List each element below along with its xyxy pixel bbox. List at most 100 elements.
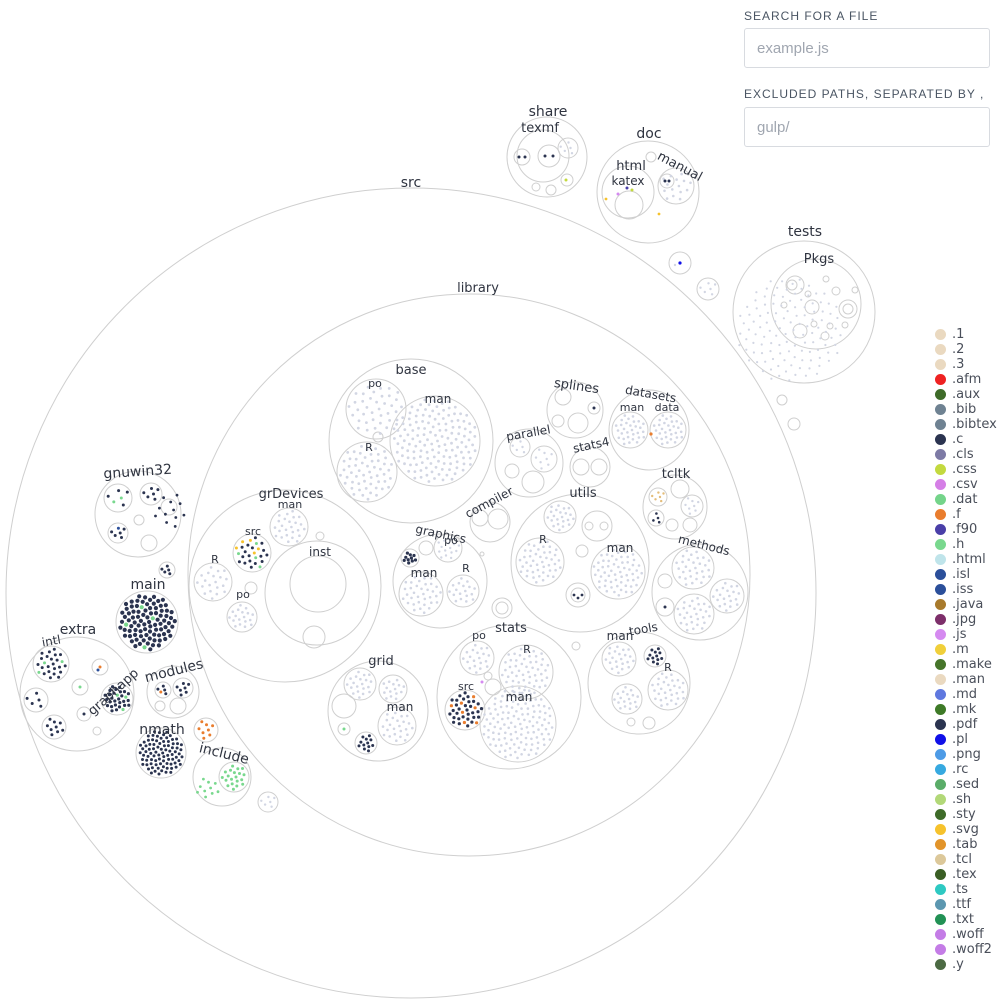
folder-circle-doc[interactable] (596, 140, 700, 244)
folder-circle-library[interactable] (187, 293, 751, 857)
folder-circle[interactable] (530, 445, 558, 473)
folder-circle[interactable] (551, 414, 565, 428)
folder-circle[interactable] (810, 320, 818, 328)
folder-circle[interactable] (841, 321, 849, 329)
folder-circle-graphics[interactable] (392, 533, 488, 629)
folder-circle[interactable] (100, 682, 134, 716)
folder-circle[interactable] (76, 706, 92, 722)
folder-circle[interactable] (23, 687, 49, 713)
folder-circle[interactable] (804, 290, 812, 298)
folder-circle[interactable] (645, 151, 657, 163)
folder-circle-gnuwin32[interactable] (94, 470, 182, 558)
folder-circle[interactable] (792, 323, 808, 339)
folder-circle[interactable] (495, 601, 509, 615)
folder-circle[interactable] (575, 544, 589, 558)
search-input[interactable] (744, 28, 990, 68)
folder-circle[interactable] (509, 436, 531, 458)
folder-circle[interactable] (804, 299, 820, 315)
folder-circle[interactable] (665, 518, 679, 532)
folder-circle[interactable] (513, 148, 531, 166)
folder-circle[interactable] (446, 574, 480, 608)
folder-circle[interactable] (587, 401, 601, 415)
folder-circle[interactable] (487, 508, 509, 530)
folder-circle[interactable] (154, 700, 166, 712)
folder-circle[interactable] (696, 277, 720, 301)
folder-circle-base[interactable] (328, 358, 494, 524)
folder-circle[interactable] (302, 625, 326, 649)
folder-circle[interactable] (158, 561, 176, 579)
folder-circle[interactable] (570, 587, 586, 603)
folder-circles[interactable] (5, 116, 876, 999)
folder-circle[interactable] (581, 510, 613, 542)
folder-circle[interactable] (337, 722, 351, 736)
folder-circle-include[interactable] (192, 747, 252, 807)
folder-circle[interactable] (560, 173, 574, 187)
folder-circle[interactable] (139, 482, 163, 506)
folder-circle[interactable] (822, 275, 830, 283)
folder-circle-extra[interactable] (19, 636, 135, 752)
folder-circle[interactable] (545, 184, 557, 196)
folder-circle[interactable] (537, 144, 561, 168)
folder-circle[interactable] (433, 533, 463, 563)
folder-circle[interactable] (614, 190, 644, 220)
folder-circle[interactable] (601, 165, 655, 219)
folder-circle-main[interactable] (115, 590, 179, 654)
folder-circle[interactable] (244, 581, 258, 595)
folder-circle[interactable] (345, 378, 407, 440)
folder-circle[interactable] (377, 706, 417, 746)
folder-circle[interactable] (569, 446, 611, 488)
folder-circle[interactable] (657, 573, 673, 589)
folder-circle[interactable] (91, 658, 109, 676)
folder-circle[interactable] (668, 251, 692, 275)
folder-circle[interactable] (269, 507, 309, 547)
folder-circle[interactable] (491, 597, 513, 619)
folder-circle[interactable] (71, 678, 89, 696)
folder-circle[interactable] (648, 487, 668, 507)
folder-circle[interactable] (504, 463, 520, 479)
folder-circle[interactable] (557, 137, 579, 159)
folder-circle[interactable] (642, 716, 656, 730)
folder-circle[interactable] (709, 578, 745, 614)
folder-circle[interactable] (682, 517, 698, 533)
folder-circle[interactable] (32, 645, 70, 683)
folder-circle[interactable] (418, 540, 434, 556)
exclude-input[interactable] (744, 107, 990, 147)
folder-circle[interactable] (842, 303, 854, 315)
folder-circle[interactable] (643, 644, 667, 668)
folder-circle[interactable] (584, 521, 594, 531)
folder-circle[interactable] (567, 412, 589, 434)
folder-circle[interactable] (601, 641, 637, 677)
folder-circle[interactable] (444, 689, 486, 731)
folder-circle-share[interactable] (506, 116, 588, 198)
folder-circle[interactable] (264, 540, 370, 646)
folder-circle[interactable] (820, 331, 830, 341)
folder-circle[interactable] (851, 286, 859, 294)
folder-circle[interactable] (626, 717, 636, 727)
folder-circle[interactable] (531, 182, 541, 192)
folder-circle[interactable] (226, 601, 258, 633)
folder-circle[interactable] (315, 531, 325, 541)
folder-circle[interactable] (154, 681, 172, 699)
folder-circle[interactable] (571, 641, 581, 651)
folder-circle[interactable] (599, 521, 609, 531)
folder-circle[interactable] (546, 381, 604, 439)
folder-circle[interactable] (498, 644, 554, 700)
folder-circle[interactable] (103, 483, 133, 513)
folder-circle[interactable] (140, 534, 158, 552)
folder-circle[interactable] (331, 693, 357, 719)
folder-circle[interactable] (786, 279, 798, 291)
folder-circle[interactable] (590, 544, 646, 600)
folder-circle[interactable] (160, 498, 178, 516)
folder-circle[interactable] (169, 697, 187, 715)
folder-circle[interactable] (649, 411, 687, 449)
folder-circle[interactable] (785, 275, 805, 295)
folder-circle[interactable] (642, 474, 708, 540)
folder-circle[interactable] (494, 428, 564, 498)
folder-circle[interactable] (218, 761, 250, 793)
folder-circle[interactable] (611, 683, 643, 715)
folder-circle[interactable] (647, 509, 665, 527)
folder-circle[interactable] (565, 582, 591, 608)
folder-circle[interactable] (483, 671, 493, 681)
folder-circle[interactable] (378, 674, 408, 704)
folder-circle-tools[interactable] (587, 631, 691, 735)
